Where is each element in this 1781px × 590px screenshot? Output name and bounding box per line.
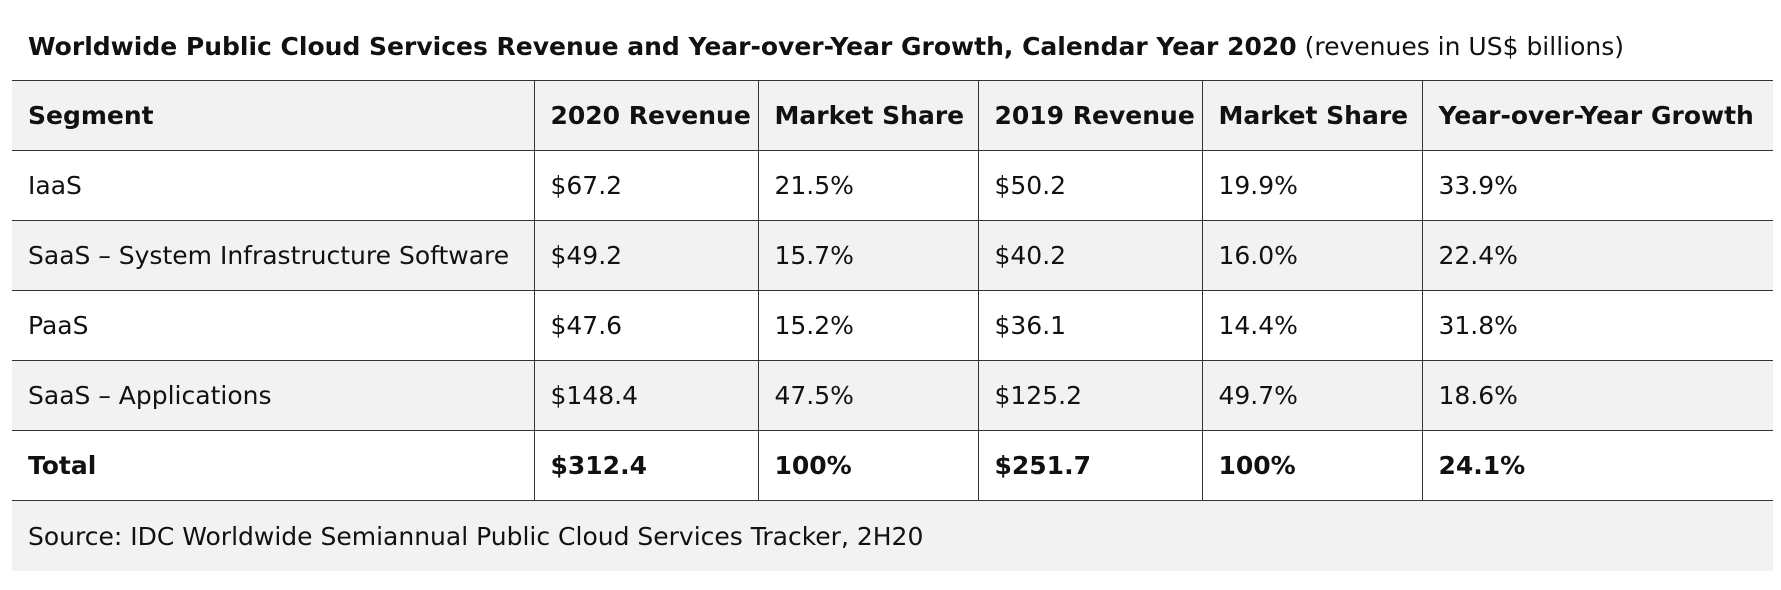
cell-total-2019-revenue: $251.7 xyxy=(977,430,1202,501)
cloud-revenue-table: Worldwide Public Cloud Services Revenue … xyxy=(12,12,1774,571)
cell-segment: IaaS xyxy=(12,150,534,221)
table-title: Worldwide Public Cloud Services Revenue … xyxy=(12,12,1774,81)
cell-yoy-growth: 31.8% xyxy=(1421,290,1774,361)
cell-total-2020-market-share: 100% xyxy=(757,430,978,501)
cell-total-2019-market-share: 100% xyxy=(1201,430,1422,501)
table-source-note: Source: IDC Worldwide Semiannual Public … xyxy=(12,500,1774,571)
cell-2019-revenue: $40.2 xyxy=(977,220,1202,291)
cell-2019-revenue: $50.2 xyxy=(977,150,1202,221)
table-title-units: (revenues in US$ billions) xyxy=(1296,31,1625,61)
cell-yoy-growth: 22.4% xyxy=(1421,220,1774,291)
header-2019-market-share: Market Share xyxy=(1201,80,1422,151)
table-row: PaaS $47.6 15.2% $36.1 14.4% 31.8% xyxy=(12,290,1774,361)
cell-2019-revenue: $36.1 xyxy=(977,290,1202,361)
cell-2019-market-share: 14.4% xyxy=(1201,290,1422,361)
cell-segment: SaaS – Applications xyxy=(12,360,534,431)
cell-2020-revenue: $67.2 xyxy=(533,150,758,221)
cell-total-yoy-growth: 24.1% xyxy=(1421,430,1774,501)
cloud-revenue-table-container: Worldwide Public Cloud Services Revenue … xyxy=(12,12,1774,571)
cell-2020-market-share: 15.7% xyxy=(757,220,978,291)
cell-2020-revenue: $47.6 xyxy=(533,290,758,361)
cell-2019-market-share: 19.9% xyxy=(1201,150,1422,221)
table-header-row: Segment 2020 Revenue Market Share 2019 R… xyxy=(12,80,1774,151)
cell-2020-market-share: 47.5% xyxy=(757,360,978,431)
cell-2019-market-share: 49.7% xyxy=(1201,360,1422,431)
cell-total-label: Total xyxy=(12,430,534,501)
table-total-row: Total $312.4 100% $251.7 100% 24.1% xyxy=(12,430,1774,501)
cell-segment: SaaS – System Infrastructure Software xyxy=(12,220,534,291)
cell-yoy-growth: 33.9% xyxy=(1421,150,1774,221)
header-yoy-growth: Year-over-Year Growth xyxy=(1421,80,1774,151)
header-2019-revenue: 2019 Revenue xyxy=(977,80,1202,151)
cell-yoy-growth: 18.6% xyxy=(1421,360,1774,431)
cell-2020-market-share: 15.2% xyxy=(757,290,978,361)
table-source-row: Source: IDC Worldwide Semiannual Public … xyxy=(12,500,1774,571)
table-row: SaaS – Applications $148.4 47.5% $125.2 … xyxy=(12,360,1774,431)
cell-segment: PaaS xyxy=(12,290,534,361)
table-row: SaaS – System Infrastructure Software $4… xyxy=(12,220,1774,291)
cell-2020-market-share: 21.5% xyxy=(757,150,978,221)
header-2020-revenue: 2020 Revenue xyxy=(533,80,758,151)
table-row: IaaS $67.2 21.5% $50.2 19.9% 33.9% xyxy=(12,150,1774,221)
cell-2019-market-share: 16.0% xyxy=(1201,220,1422,291)
header-2020-market-share: Market Share xyxy=(757,80,978,151)
header-segment: Segment xyxy=(12,80,534,151)
table-title-row: Worldwide Public Cloud Services Revenue … xyxy=(12,12,1774,81)
cell-2020-revenue: $49.2 xyxy=(533,220,758,291)
cell-2019-revenue: $125.2 xyxy=(977,360,1202,431)
cell-2020-revenue: $148.4 xyxy=(533,360,758,431)
table-title-bold: Worldwide Public Cloud Services Revenue … xyxy=(28,31,1297,61)
cell-total-2020-revenue: $312.4 xyxy=(533,430,758,501)
